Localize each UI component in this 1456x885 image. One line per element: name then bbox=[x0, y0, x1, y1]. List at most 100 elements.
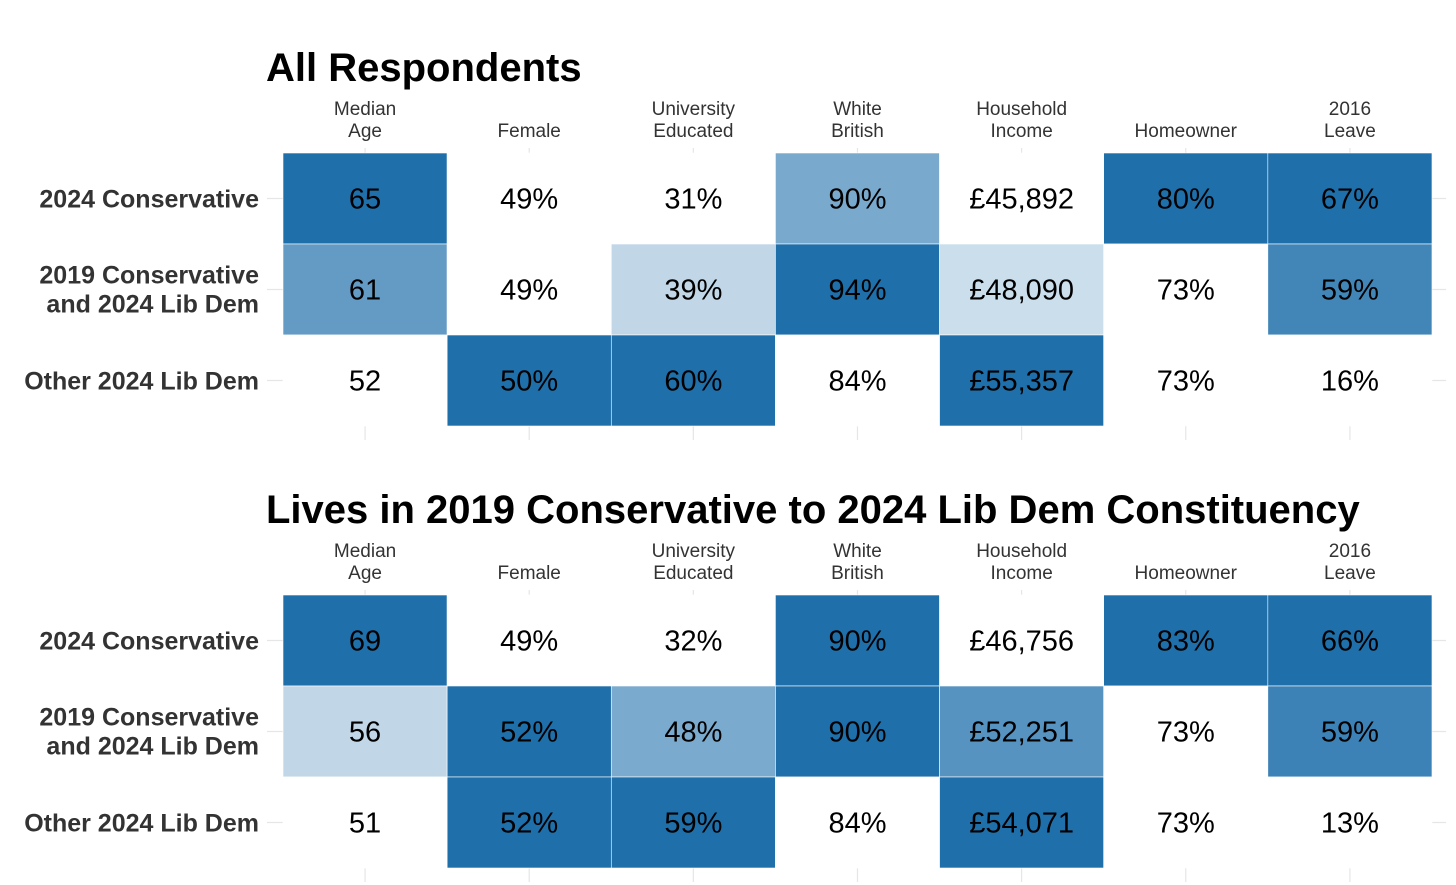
heatmap-cell bbox=[282, 152, 448, 245]
cell-value-label: 90% bbox=[828, 184, 886, 216]
cell-value-label: 50% bbox=[500, 366, 558, 398]
cell-value-label: 32% bbox=[664, 626, 722, 658]
cell-value-label: 52 bbox=[349, 366, 381, 398]
heatmap-cell bbox=[1103, 776, 1269, 869]
column-label: Educated bbox=[653, 121, 733, 142]
column-label: Female bbox=[498, 563, 561, 584]
column-label: Age bbox=[348, 121, 382, 142]
heatmap-cell bbox=[775, 152, 940, 245]
heatmap-cell bbox=[610, 243, 776, 336]
column-label: 2016 bbox=[1329, 99, 1371, 120]
row-label: 2019 Conservative bbox=[39, 704, 259, 732]
heatmap-cell bbox=[1267, 776, 1433, 869]
cell-value-label: 94% bbox=[828, 275, 886, 307]
heatmap-cell bbox=[446, 152, 612, 245]
column-label: Homeowner bbox=[1135, 563, 1238, 584]
heatmap-cell bbox=[610, 334, 776, 427]
heatmap-cell bbox=[939, 776, 1104, 869]
cell-value-label: 73% bbox=[1157, 366, 1215, 398]
heatmap-cell bbox=[1103, 594, 1269, 687]
cell-value-label: 84% bbox=[828, 366, 886, 398]
heatmap-cell bbox=[1267, 243, 1433, 336]
column-label: Household bbox=[976, 541, 1067, 562]
cell-value-label: 84% bbox=[828, 808, 886, 840]
heatmap-cell bbox=[1267, 594, 1433, 687]
column-label: Leave bbox=[1324, 121, 1376, 142]
heatmap-cell bbox=[775, 334, 940, 427]
column-label: University bbox=[652, 541, 736, 562]
cell-value-label: £46,756 bbox=[969, 626, 1074, 658]
heatmap-cell bbox=[446, 594, 612, 687]
column-label: Median bbox=[334, 99, 396, 120]
heatmap-cell bbox=[1103, 334, 1269, 427]
heatmap-cell bbox=[610, 685, 776, 778]
column-label: 2016 bbox=[1329, 541, 1371, 562]
cell-value-label: 90% bbox=[828, 626, 886, 658]
column-label: Educated bbox=[653, 563, 733, 584]
heatmap-cell bbox=[1267, 334, 1433, 427]
column-label: University bbox=[652, 99, 736, 120]
row-label: 2024 Conservative bbox=[39, 186, 259, 214]
heatmap-cell bbox=[939, 334, 1104, 427]
heatmap-cell bbox=[446, 243, 612, 336]
cell-value-label: £55,357 bbox=[969, 366, 1074, 398]
column-label: Female bbox=[498, 121, 561, 142]
cell-value-label: 67% bbox=[1321, 184, 1379, 216]
panel-title: All Respondents bbox=[266, 46, 582, 90]
cell-value-label: 59% bbox=[1321, 717, 1379, 749]
column-label: Leave bbox=[1324, 563, 1376, 584]
row-label: and 2024 Lib Dem bbox=[46, 291, 259, 319]
heatmap-cell bbox=[775, 243, 940, 336]
cell-value-label: 52% bbox=[500, 717, 558, 749]
panel-title: Lives in 2019 Conservative to 2024 Lib D… bbox=[266, 488, 1360, 532]
heatmap-cell bbox=[775, 776, 940, 869]
heatmap-cell bbox=[775, 685, 940, 778]
column-label: Median bbox=[334, 541, 396, 562]
cell-value-label: 49% bbox=[500, 184, 558, 216]
cell-value-label: 48% bbox=[664, 717, 722, 749]
column-label: Income bbox=[990, 121, 1052, 142]
cell-value-label: 56 bbox=[349, 717, 381, 749]
row-label: Other 2024 Lib Dem bbox=[24, 810, 259, 838]
column-label: Age bbox=[348, 563, 382, 584]
heatmap-cell bbox=[446, 334, 612, 427]
heatmap-cell bbox=[282, 243, 448, 336]
column-label: Homeowner bbox=[1135, 121, 1238, 142]
cell-value-label: 90% bbox=[828, 717, 886, 749]
cell-value-label: 60% bbox=[664, 366, 722, 398]
heatmap-cell bbox=[939, 594, 1104, 687]
heatmap-cell bbox=[610, 152, 776, 245]
cell-value-label: 51 bbox=[349, 808, 381, 840]
cell-value-label: 59% bbox=[1321, 275, 1379, 307]
column-label: White bbox=[833, 541, 882, 562]
heatmap-cell bbox=[939, 152, 1104, 245]
cell-value-label: £54,071 bbox=[969, 808, 1074, 840]
cell-value-label: 13% bbox=[1321, 808, 1379, 840]
row-label: 2019 Conservative bbox=[39, 262, 259, 290]
cell-value-label: 16% bbox=[1321, 366, 1379, 398]
cell-value-label: 39% bbox=[664, 275, 722, 307]
cell-value-label: £48,090 bbox=[969, 275, 1074, 307]
cell-value-label: 59% bbox=[664, 808, 722, 840]
row-label: 2024 Conservative bbox=[39, 628, 259, 656]
heatmap-cell bbox=[1267, 152, 1433, 245]
column-label: British bbox=[831, 563, 884, 584]
cell-value-label: 49% bbox=[500, 275, 558, 307]
heatmap-cell bbox=[282, 334, 448, 427]
row-label: Other 2024 Lib Dem bbox=[24, 368, 259, 396]
heatmap-cell bbox=[775, 594, 940, 687]
column-label: Household bbox=[976, 99, 1067, 120]
heatmap-cell bbox=[1103, 152, 1269, 245]
cell-value-label: £52,251 bbox=[969, 717, 1074, 749]
heatmap-cell bbox=[610, 594, 776, 687]
cell-value-label: 52% bbox=[500, 808, 558, 840]
column-label: White bbox=[833, 99, 882, 120]
cell-value-label: 80% bbox=[1157, 184, 1215, 216]
heatmap-cell bbox=[939, 243, 1104, 336]
heatmap-cell bbox=[282, 594, 448, 687]
column-label: British bbox=[831, 121, 884, 142]
cell-value-label: 73% bbox=[1157, 717, 1215, 749]
cell-value-label: 73% bbox=[1157, 808, 1215, 840]
